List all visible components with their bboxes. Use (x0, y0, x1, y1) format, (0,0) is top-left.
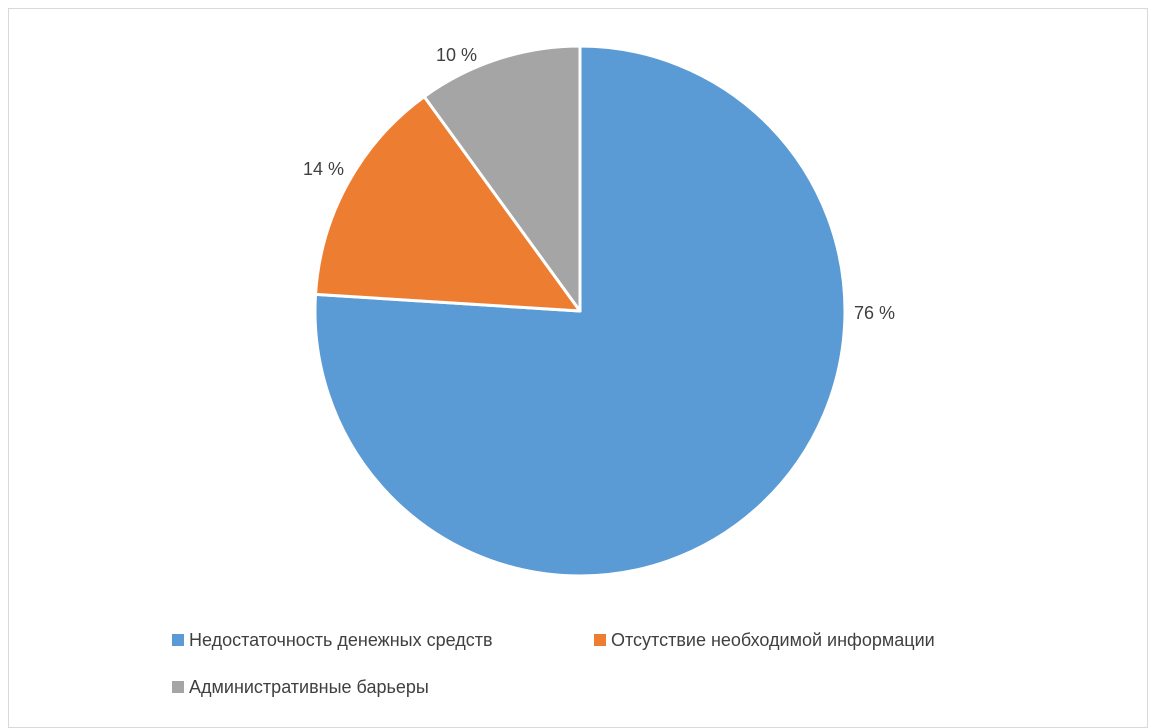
legend-label-1: Недостаточность денежных средств (189, 630, 493, 650)
legend-label-3: Административные барьеры (189, 677, 429, 697)
pie-slices (313, 44, 847, 578)
data-label-1: 76 % (854, 303, 895, 323)
data-label-2: 14 % (303, 159, 344, 179)
pie-slice-3 (422, 44, 582, 313)
legend-item-1: Недостаточность денежных средств (172, 630, 493, 650)
legend: Недостаточность денежных средств Отсутств… (172, 630, 935, 697)
legend-label-2: Отсутствие необходимой информации (611, 630, 935, 650)
legend-item-2: Отсутствие необходимой информации (594, 630, 935, 650)
legend-swatch-2 (594, 634, 606, 646)
legend-item-3: Административные барьеры (172, 677, 429, 697)
legend-swatch-1 (172, 634, 184, 646)
data-labels: 76 % 14 % 10 % (303, 45, 895, 323)
pie-slice-2 (314, 95, 582, 313)
legend-swatch-3 (172, 681, 184, 693)
data-label-3: 10 % (436, 45, 477, 65)
